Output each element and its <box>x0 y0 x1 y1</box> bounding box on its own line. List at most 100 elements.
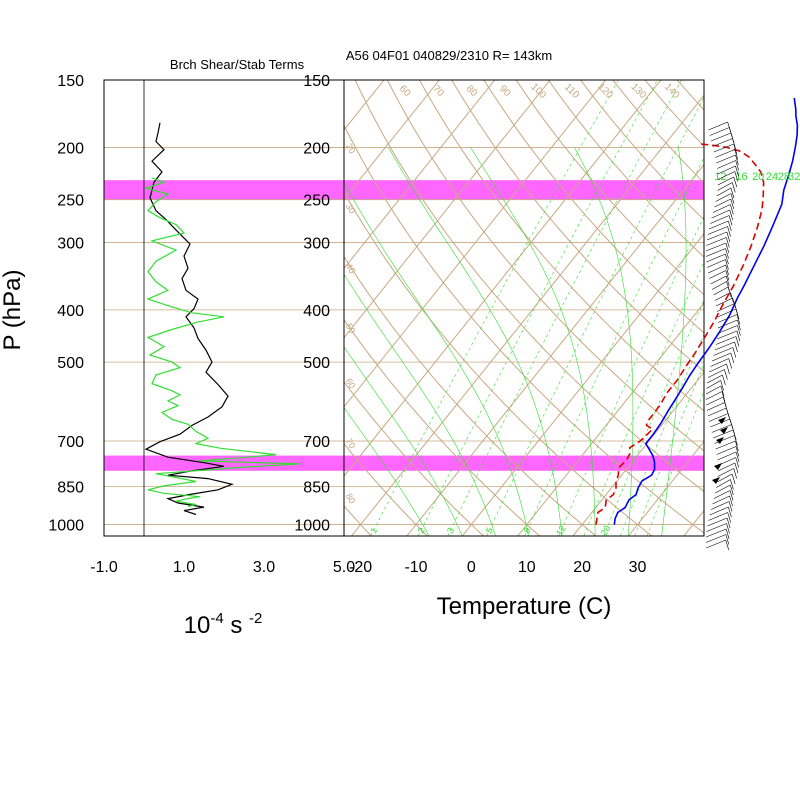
wind-barb <box>717 314 738 323</box>
wind-barb-pennant <box>718 417 726 424</box>
mixing-ratio-bottom-label: 12 <box>554 524 568 538</box>
wind-barb <box>710 501 730 510</box>
right-y-tick-label: 300 <box>303 235 330 252</box>
right-y-tick-label: 500 <box>303 355 330 372</box>
wind-barb-flag <box>734 435 738 446</box>
isotherm <box>739 80 800 536</box>
wind-barb-flag <box>720 385 725 397</box>
wind-barb <box>716 479 731 488</box>
right-x-tick-label: -20 <box>349 559 372 576</box>
dry-adiabat-label: 70 <box>430 83 446 99</box>
wind-barb <box>713 143 734 153</box>
mixing-ratio-bottom-label: 3 <box>445 526 456 535</box>
wind-barb <box>712 495 730 505</box>
isotherm <box>351 94 704 536</box>
wind-barb-flag <box>735 160 739 171</box>
left-highlight-bands <box>104 180 344 471</box>
dry-adiabat <box>354 80 704 493</box>
wind-barb <box>712 204 731 213</box>
right-y-tick-label: 250 <box>303 193 330 210</box>
isotherm <box>461 232 704 536</box>
right-y-tick-label: 200 <box>303 140 330 157</box>
dry-adiabat <box>344 255 597 536</box>
wind-barb <box>716 303 735 312</box>
dry-adiabat <box>774 80 800 536</box>
dry-adiabat <box>344 318 540 536</box>
mixing-ratio-line <box>417 80 658 536</box>
wind-barb-flag <box>737 325 741 336</box>
moist-adiabat <box>661 147 687 536</box>
wind-barb-flag <box>735 308 740 320</box>
wind-barb-flag <box>736 330 741 342</box>
wind-barb-flag <box>728 358 733 369</box>
moist-adiabat <box>344 181 529 536</box>
isotherm <box>344 80 606 408</box>
mixing-ratio-line <box>370 80 619 536</box>
wind-barb <box>713 490 731 499</box>
isotherm <box>517 302 704 536</box>
wind-barb-flag <box>731 473 736 485</box>
wind-barb <box>713 347 733 356</box>
right-y-tick-label: 400 <box>303 303 330 320</box>
wind-barb <box>715 149 735 158</box>
moist-adiabat <box>344 346 463 536</box>
isotherm <box>344 80 496 270</box>
mixing-ratio-line <box>603 299 704 536</box>
left-y-tick-label: 150 <box>57 73 84 90</box>
dry-adiabat <box>386 80 704 452</box>
moist-adiabat <box>388 147 563 536</box>
wind-barb <box>710 418 731 428</box>
left-y-tick-labels: 150 200 250 300 400 500 700 850 1000 <box>48 73 84 535</box>
wind-barb <box>706 539 726 549</box>
moist-adiabat <box>344 407 430 536</box>
wind-barb <box>710 215 730 224</box>
dry-adiabat <box>344 381 484 536</box>
wind-barb <box>714 198 731 208</box>
left-x-tick-labels: -1.0 1.0 3.0 5.0 <box>90 559 355 576</box>
wind-barb-flag <box>731 182 736 193</box>
dry-adiabat <box>451 80 704 373</box>
wind-barb <box>710 275 727 285</box>
wind-barb <box>707 226 728 235</box>
wind-barb-flag <box>729 209 734 221</box>
left-x-tick-label: 5.0 <box>333 559 355 576</box>
dry-adiabat <box>547 80 704 258</box>
wind-barb-pennant <box>720 427 728 434</box>
wind-barb-flag <box>735 336 740 347</box>
dry-adiabat-label: 130 <box>629 81 649 101</box>
wind-barb <box>712 138 733 147</box>
mixing-ratio-line <box>524 157 704 536</box>
wind-barb <box>715 440 736 450</box>
isotherm <box>344 80 551 339</box>
wind-barb <box>707 374 723 384</box>
wind-barb <box>709 127 730 136</box>
wind-barb <box>715 297 733 307</box>
wind-barb <box>706 396 724 406</box>
dry-adiabat <box>483 80 704 334</box>
wind-barb-flag <box>734 341 738 353</box>
shear-profile <box>144 122 235 516</box>
isotherm <box>406 163 704 536</box>
wind-barb <box>709 363 727 373</box>
wind-barb <box>717 165 736 175</box>
wind-barb <box>708 512 728 521</box>
mixing-ratio-bottom-label: 2 <box>416 526 427 535</box>
wind-barb <box>706 528 727 538</box>
left-y-tick-label: 700 <box>57 434 84 451</box>
wind-barb-flag <box>728 501 733 512</box>
right-x-tick-labels: -20 -10 0 10 20 30 <box>349 559 646 576</box>
dry-adiabat-label: 120 <box>595 81 615 101</box>
wind-barb <box>717 473 733 483</box>
dry-adiabat-label: 90 <box>497 83 513 99</box>
wind-barb-flag <box>730 352 735 364</box>
wind-barb <box>705 248 726 257</box>
right-highlight-band <box>344 180 704 200</box>
wind-barb-flag <box>725 259 729 270</box>
wind-barb-flag <box>722 374 726 386</box>
wind-barb <box>714 341 735 351</box>
wind-barb <box>714 435 735 444</box>
isotherm <box>344 80 440 200</box>
profile-series <box>143 97 799 525</box>
wind-barb-flag <box>728 215 733 226</box>
wind-barb-flag <box>732 138 736 149</box>
